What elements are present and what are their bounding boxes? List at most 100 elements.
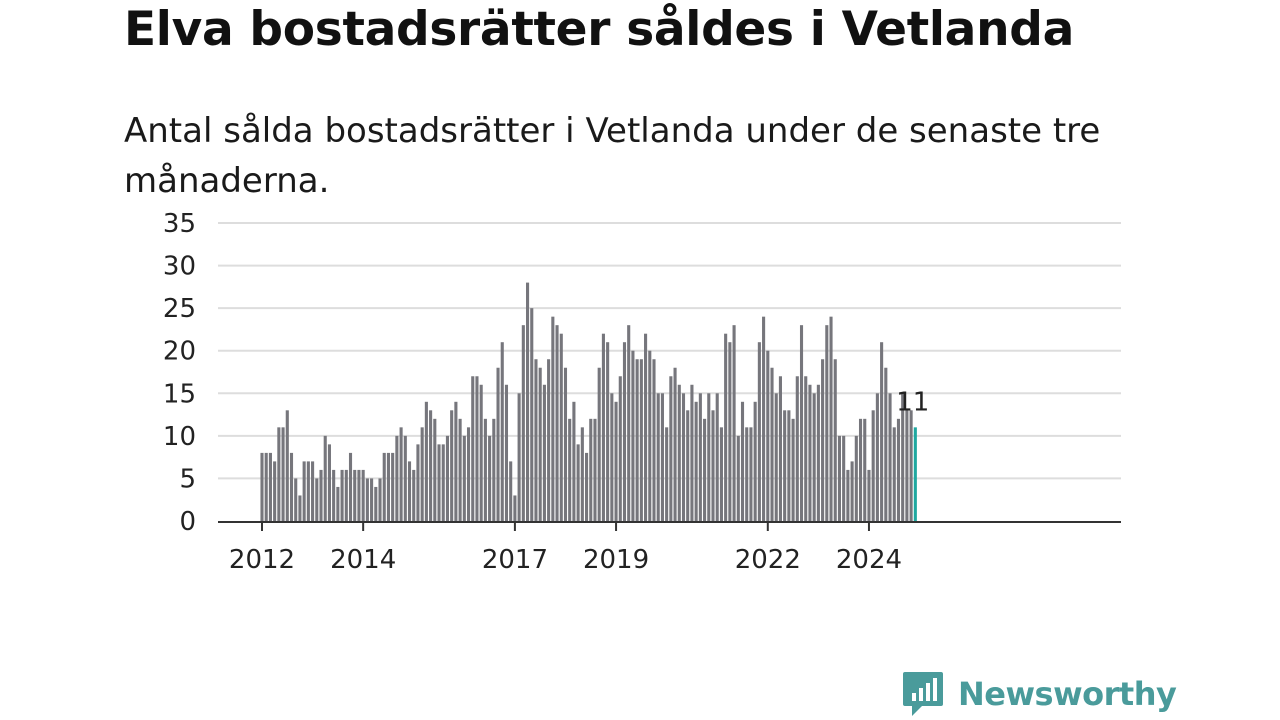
bar bbox=[740, 401, 745, 521]
bar bbox=[837, 435, 841, 521]
bar bbox=[496, 367, 500, 521]
bar bbox=[361, 469, 365, 521]
bars bbox=[260, 282, 917, 521]
bar bbox=[302, 461, 306, 521]
bar bbox=[593, 418, 597, 521]
bar bbox=[374, 486, 378, 521]
chart-title: Elva bostadsrätter såldes i Vetlanda bbox=[124, 2, 1075, 57]
bar bbox=[618, 376, 622, 521]
bar bbox=[880, 342, 884, 521]
bar bbox=[863, 418, 867, 521]
latest-value-label: 11 bbox=[896, 387, 929, 417]
bar bbox=[707, 393, 711, 521]
y-tick-label: 20 bbox=[163, 337, 196, 367]
bar bbox=[264, 452, 268, 521]
bar bbox=[905, 410, 909, 521]
bar bbox=[268, 452, 272, 521]
bar bbox=[323, 435, 327, 521]
bar bbox=[867, 469, 871, 521]
y-tick-label: 15 bbox=[163, 379, 196, 409]
bar bbox=[601, 333, 605, 521]
bar bbox=[745, 427, 749, 521]
bar bbox=[639, 359, 643, 521]
bar bbox=[441, 444, 445, 521]
bar bbox=[686, 410, 690, 521]
bar bbox=[336, 486, 340, 521]
bar bbox=[260, 452, 264, 521]
bar bbox=[395, 435, 399, 521]
bar bbox=[778, 376, 782, 521]
x-tick-label: 2024 bbox=[836, 545, 902, 575]
bar bbox=[538, 367, 542, 521]
bar bbox=[698, 393, 702, 521]
bar bbox=[285, 410, 289, 521]
bar bbox=[728, 342, 732, 521]
annotations: 11 bbox=[896, 387, 929, 417]
bar bbox=[277, 427, 281, 521]
bar bbox=[500, 342, 504, 521]
bar bbox=[568, 418, 572, 521]
y-tick-label: 25 bbox=[163, 294, 196, 324]
bar bbox=[610, 393, 614, 521]
bar bbox=[846, 469, 850, 521]
bar bbox=[513, 495, 517, 521]
bar bbox=[812, 393, 816, 521]
bar bbox=[875, 393, 879, 521]
bar bbox=[433, 418, 437, 521]
x-tick-label: 2012 bbox=[229, 545, 295, 575]
bar bbox=[644, 333, 648, 521]
bar bbox=[319, 469, 323, 521]
bar bbox=[466, 427, 471, 521]
bar bbox=[273, 461, 277, 521]
bar bbox=[829, 316, 833, 521]
bar bbox=[799, 325, 804, 521]
bar bbox=[488, 435, 492, 521]
bar bbox=[340, 469, 344, 521]
bar bbox=[732, 325, 736, 521]
bar bbox=[450, 410, 454, 521]
bar bbox=[327, 444, 331, 521]
bar bbox=[652, 359, 656, 521]
bar bbox=[483, 418, 487, 521]
bar bbox=[563, 367, 568, 521]
bar bbox=[724, 333, 728, 521]
bar bbox=[770, 367, 774, 521]
bar bbox=[888, 393, 892, 521]
bar bbox=[711, 410, 715, 521]
bar bbox=[378, 478, 382, 521]
bar bbox=[804, 376, 808, 521]
y-tick-label: 10 bbox=[163, 422, 196, 452]
bar bbox=[526, 282, 530, 521]
bar bbox=[622, 342, 627, 521]
bar bbox=[892, 427, 896, 521]
bar bbox=[386, 452, 390, 521]
bar bbox=[365, 478, 369, 521]
bar bbox=[551, 316, 555, 521]
bar bbox=[542, 384, 546, 521]
bar bbox=[842, 435, 846, 521]
x-axis: 2012 2014 2017 2019 2022 2024 bbox=[218, 521, 1121, 575]
brand-logo: Newsworthy bbox=[902, 670, 1177, 718]
bar bbox=[681, 393, 686, 521]
bar bbox=[454, 401, 458, 521]
bar bbox=[753, 401, 757, 521]
bar bbox=[298, 495, 302, 521]
bar bbox=[416, 444, 420, 521]
bar bbox=[589, 418, 593, 521]
bar bbox=[858, 418, 863, 521]
bar bbox=[424, 401, 428, 521]
y-tick-label: 0 bbox=[179, 507, 196, 537]
bar bbox=[471, 376, 475, 521]
bar bbox=[344, 469, 348, 521]
bar bbox=[757, 342, 761, 521]
bar bbox=[429, 410, 433, 521]
bar bbox=[673, 367, 677, 521]
bar bbox=[462, 435, 466, 521]
bar bbox=[694, 401, 698, 521]
bar bbox=[412, 469, 416, 521]
bar bbox=[576, 444, 580, 521]
bar bbox=[585, 452, 589, 521]
bar bbox=[783, 410, 787, 521]
bar bbox=[357, 469, 361, 521]
bar bbox=[719, 427, 723, 521]
